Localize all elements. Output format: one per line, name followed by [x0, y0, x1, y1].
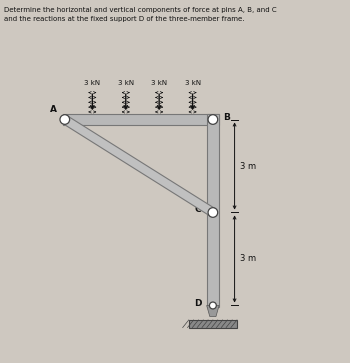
Text: 3 kN: 3 kN	[151, 81, 167, 86]
Text: D: D	[194, 299, 202, 308]
Polygon shape	[63, 114, 219, 125]
Text: 3 m: 3 m	[240, 162, 256, 171]
Text: B: B	[223, 113, 230, 122]
Text: 3 m: 3 m	[240, 254, 256, 264]
Text: C: C	[194, 205, 201, 213]
Text: 3 kN: 3 kN	[84, 81, 100, 86]
Text: A: A	[50, 105, 57, 114]
Polygon shape	[207, 114, 219, 307]
Circle shape	[208, 208, 218, 217]
Bar	[189, 320, 237, 327]
Text: 3 kN: 3 kN	[118, 81, 134, 86]
Polygon shape	[207, 306, 219, 317]
Text: and the reactions at the fixed support D of the three-member frame.: and the reactions at the fixed support D…	[4, 16, 244, 23]
Polygon shape	[62, 116, 215, 216]
Circle shape	[208, 115, 218, 125]
Text: 3 kN: 3 kN	[184, 81, 201, 86]
Circle shape	[60, 115, 70, 125]
Circle shape	[209, 302, 216, 309]
Text: Determine the horizontal and vertical components of force at pins A, B, and C: Determine the horizontal and vertical co…	[4, 7, 276, 13]
